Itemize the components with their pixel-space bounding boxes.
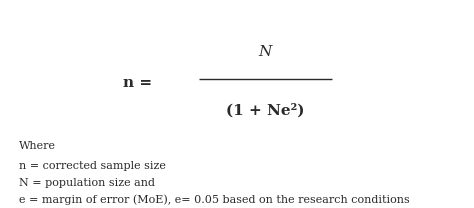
Text: e = margin of error (MoE), e= 0.05 based on the research conditions: e = margin of error (MoE), e= 0.05 based… <box>19 194 410 205</box>
Text: n =: n = <box>123 76 152 90</box>
Text: N: N <box>259 45 272 59</box>
Text: Where: Where <box>19 141 56 151</box>
Text: N = population size and: N = population size and <box>19 178 155 188</box>
Text: n = corrected sample size: n = corrected sample size <box>19 161 166 171</box>
Text: (1 + Ne²): (1 + Ne²) <box>226 103 305 117</box>
